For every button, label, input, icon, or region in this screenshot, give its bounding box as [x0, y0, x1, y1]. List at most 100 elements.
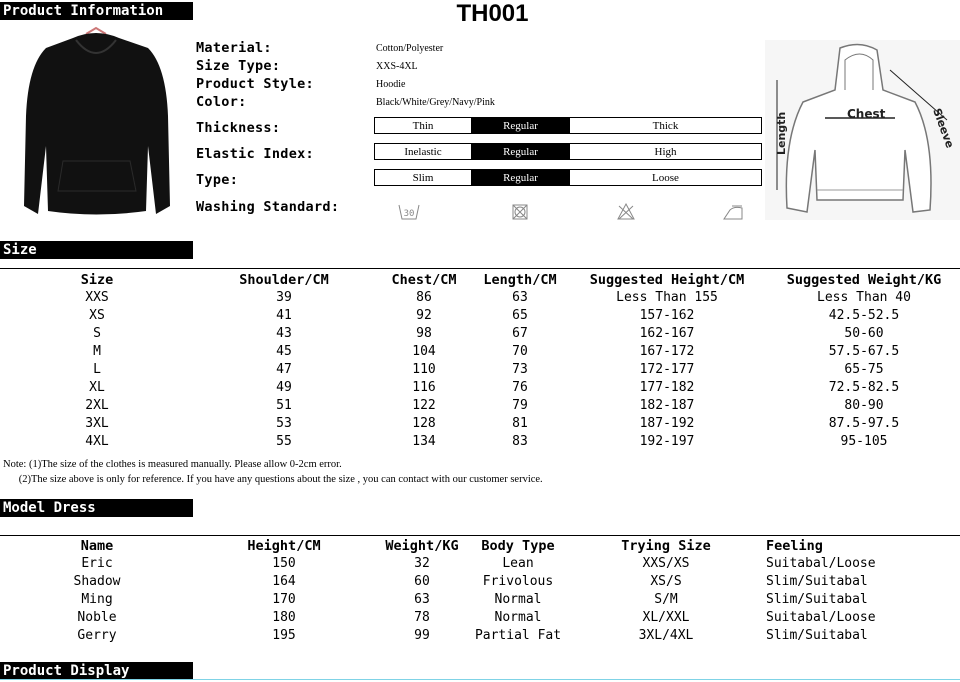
- table-cell: 150: [272, 556, 296, 571]
- color-value: Black/White/Grey/Navy/Pink: [376, 97, 495, 108]
- table-cell: 110: [412, 362, 436, 377]
- table-cell: 65: [512, 308, 528, 323]
- table-cell: Suitabal/Loose: [766, 556, 876, 571]
- thickness-label: Thickness:: [196, 120, 281, 136]
- table-cell: Ming: [81, 592, 113, 607]
- table-row: 4XL 55 134 83 192-197 95-105: [0, 433, 960, 451]
- elastic-option-selected: Regular: [471, 144, 570, 159]
- table-cell: 3XL: [85, 416, 109, 431]
- table-cell: 67: [512, 326, 528, 341]
- elastic-label: Elastic Index:: [196, 146, 314, 162]
- table-cell: Gerry: [77, 628, 117, 643]
- divider: [0, 268, 960, 269]
- table-cell: 53: [276, 416, 292, 431]
- elastic-option: Inelastic: [404, 145, 442, 158]
- table-cell: Slim/Suitabal: [766, 628, 868, 643]
- column-header: Suggested Weight/KG: [786, 272, 942, 288]
- table-cell: XXS/XS: [642, 556, 690, 571]
- table-cell: M: [93, 344, 101, 359]
- no-tumble-dry-icon: [512, 204, 528, 220]
- column-header: Shoulder/CM: [239, 272, 329, 288]
- table-row: Noble 180 78 Normal XL/XXL Suitabal/Loose: [0, 609, 960, 627]
- table-cell: 83: [512, 434, 528, 449]
- table-cell: XL: [89, 380, 105, 395]
- table-cell: 122: [412, 398, 436, 413]
- table-cell: 79: [512, 398, 528, 413]
- column-header: Size: [80, 272, 114, 288]
- thickness-option: Thick: [652, 119, 679, 132]
- color-label: Color:: [196, 94, 247, 110]
- table-cell: 57.5-67.5: [828, 344, 900, 359]
- table-cell: 177-182: [639, 380, 695, 395]
- table-cell: 39: [276, 290, 292, 305]
- section-header-size: Size: [0, 241, 193, 259]
- table-cell: Eric: [81, 556, 113, 571]
- table-cell: 99: [414, 628, 430, 643]
- measurement-diagram: Chest Length Sleeve: [765, 40, 960, 220]
- style-value: Hoodie: [376, 79, 406, 90]
- table-cell: S: [93, 326, 101, 341]
- table-cell: 92: [416, 308, 432, 323]
- table-cell: XS: [89, 308, 105, 323]
- table-cell: 65-75: [844, 362, 884, 377]
- table-cell: 43: [276, 326, 292, 341]
- washing-label: Washing Standard:: [196, 199, 340, 215]
- section-header-product-info: Product Information: [0, 2, 193, 20]
- table-cell: L: [93, 362, 101, 377]
- column-header: Weight/KG: [385, 538, 459, 554]
- column-header: Chest/CM: [391, 272, 457, 288]
- note-1: Note: (1)The size of the clothes is meas…: [3, 459, 342, 470]
- table-cell: 180: [272, 610, 296, 625]
- table-cell: 51: [276, 398, 292, 413]
- column-header: Body Type: [481, 538, 555, 554]
- table-cell: 42.5-52.5: [828, 308, 900, 323]
- table-cell: 41: [276, 308, 292, 323]
- table-cell: Slim/Suitabal: [766, 592, 868, 607]
- table-cell: 182-187: [639, 398, 695, 413]
- table-cell: 167-172: [639, 344, 695, 359]
- note-2: (2)The size above is only for reference.…: [3, 474, 543, 485]
- table-cell: Frivolous: [482, 574, 554, 589]
- hoodie-product-image: [24, 26, 170, 215]
- size-table-header: Size Shoulder/CM Chest/CM Length/CM Suggeste…: [0, 271, 960, 289]
- table-cell: 72.5-82.5: [828, 380, 900, 395]
- table-cell: 86: [416, 290, 432, 305]
- table-row: Eric 150 32 Lean XXS/XS Suitabal/Loose: [0, 555, 960, 573]
- thickness-option: Thin: [412, 119, 434, 132]
- table-cell: 170: [272, 592, 296, 607]
- thickness-scale: Thin Regular Thick: [374, 117, 762, 134]
- no-bleach-icon: [617, 202, 635, 220]
- table-cell: 87.5-97.5: [828, 416, 900, 431]
- table-cell: 50-60: [844, 326, 884, 341]
- table-cell: 55: [276, 434, 292, 449]
- elastic-scale: Inelastic Regular High: [374, 143, 762, 160]
- table-cell: 128: [412, 416, 436, 431]
- column-header: Suggested Height/CM: [589, 272, 745, 288]
- type-option-selected: Regular: [471, 170, 570, 185]
- table-cell: 78: [414, 610, 430, 625]
- table-row: XL 49 116 76 177-182 72.5-82.5: [0, 379, 960, 397]
- column-header: Length/CM: [483, 272, 557, 288]
- column-header: Name: [80, 538, 114, 554]
- table-cell: 116: [412, 380, 436, 395]
- wash-30-icon: 30: [398, 204, 420, 220]
- table-row: 2XL 51 122 79 182-187 80-90: [0, 397, 960, 415]
- length-label: Length: [775, 112, 788, 155]
- thickness-option-selected: Regular: [471, 118, 570, 133]
- table-cell: XXS: [85, 290, 109, 305]
- table-cell: Slim/Suitabal: [766, 574, 868, 589]
- table-cell: 162-167: [639, 326, 695, 341]
- table-row: L 47 110 73 172-177 65-75: [0, 361, 960, 379]
- divider: [0, 535, 960, 536]
- type-scale: Slim Regular Loose: [374, 169, 762, 186]
- table-cell: S/M: [654, 592, 678, 607]
- table-cell: 32: [414, 556, 430, 571]
- table-cell: Shadow: [73, 574, 121, 589]
- table-row: S 43 98 67 162-167 50-60: [0, 325, 960, 343]
- model-table-header: Name Height/CM Weight/KG Body Type Trying Si…: [0, 537, 960, 555]
- table-cell: 4XL: [85, 434, 109, 449]
- table-cell: 63: [414, 592, 430, 607]
- column-header: Height/CM: [247, 538, 321, 554]
- table-cell: 63: [512, 290, 528, 305]
